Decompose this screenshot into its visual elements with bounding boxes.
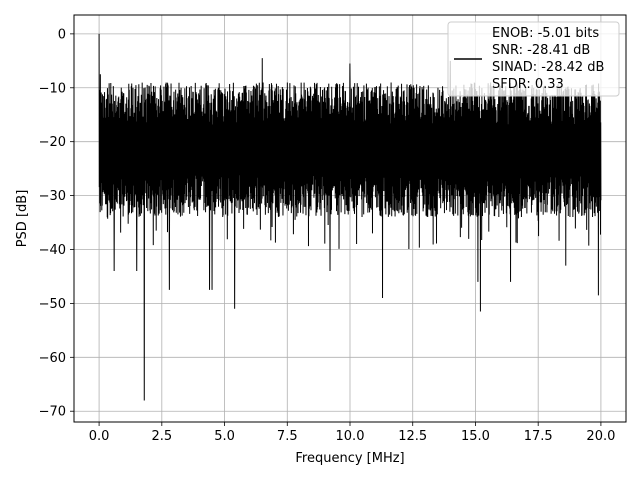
- y-tick-label: 0: [58, 27, 66, 42]
- x-tick-label: 20.0: [586, 429, 615, 444]
- legend-entry-enob: ENOB: -5.01 bits: [492, 26, 599, 41]
- y-tick-label: −50: [39, 297, 66, 312]
- x-tick-label: 12.5: [398, 429, 427, 444]
- legend-entry-sinad: SINAD: -28.42 dB: [492, 60, 604, 75]
- series-layer: [98, 33, 602, 401]
- x-tick-label: 5.0: [214, 429, 235, 444]
- y-tick-label: −10: [39, 81, 66, 96]
- y-tick-label: −40: [39, 243, 66, 258]
- x-tick-label: 0.0: [89, 429, 110, 444]
- y-axis-label: PSD [dB]: [15, 190, 30, 248]
- x-axis-label: Frequency [MHz]: [295, 451, 404, 466]
- x-tick-label: 10.0: [336, 429, 365, 444]
- y-tick-label: −70: [39, 405, 66, 420]
- x-tick-label: 7.5: [277, 429, 298, 444]
- y-tick-label: −20: [39, 135, 66, 150]
- legend-entry-snr: SNR: -28.41 dB: [492, 43, 590, 58]
- psd-series-line: [98, 33, 602, 401]
- x-ticks: 0.0 2.5 5.0 7.5 10.0 12.5 15.0 17.5 20.0: [89, 422, 615, 444]
- y-tick-label: −60: [39, 351, 66, 366]
- legend-entry-sfdr: SFDR: 0.33: [492, 77, 564, 92]
- x-tick-label: 2.5: [151, 429, 172, 444]
- y-ticks: 0 −10 −20 −30 −40 −50 −60 −70: [39, 27, 74, 420]
- y-tick-label: −30: [39, 189, 66, 204]
- legend-box: [447, 21, 620, 97]
- x-tick-label: 17.5: [524, 429, 553, 444]
- x-tick-label: 15.0: [461, 429, 490, 444]
- legend: ENOB: -5.01 bits SNR: -28.41 dB SINAD: -…: [447, 21, 620, 97]
